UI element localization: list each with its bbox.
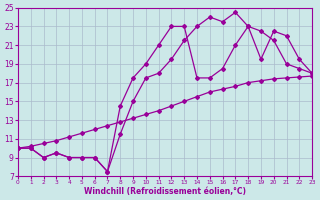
X-axis label: Windchill (Refroidissement éolien,°C): Windchill (Refroidissement éolien,°C) — [84, 187, 246, 196]
